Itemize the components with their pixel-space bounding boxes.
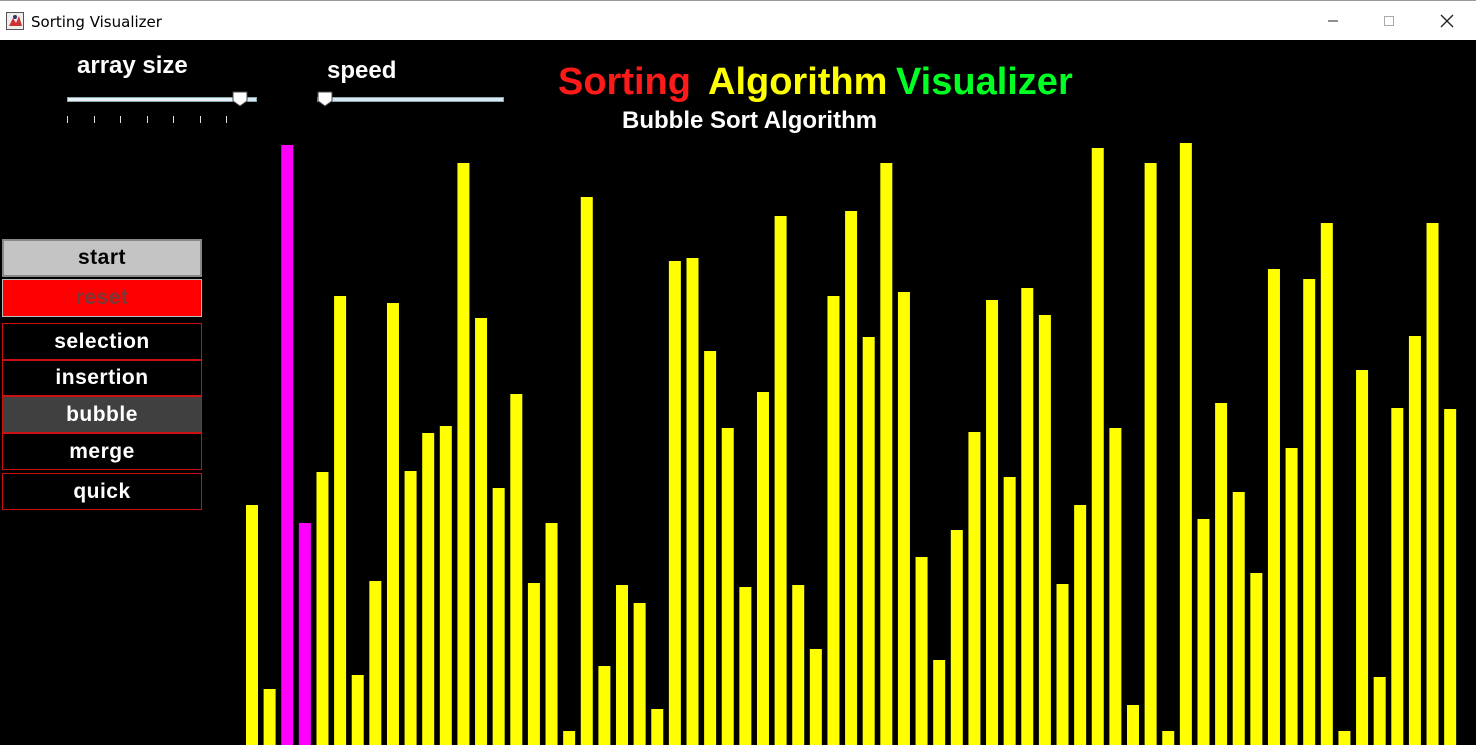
array-size-slider-fill xyxy=(68,98,242,101)
array-size-tick xyxy=(67,116,68,123)
minimize-button[interactable] xyxy=(1310,1,1356,41)
selection-sort-button[interactable]: selection xyxy=(2,323,202,360)
algorithm-subtitle: Bubble Sort Algorithm xyxy=(622,107,878,134)
array-size-label: array size xyxy=(77,52,188,79)
array-size-tick xyxy=(93,116,95,123)
heading-sorting: Sorting xyxy=(558,61,691,103)
array-size-tick xyxy=(173,116,174,123)
window-titlebar: Sorting Visualizer xyxy=(0,0,1476,40)
maximize-button[interactable] xyxy=(1366,1,1412,41)
array-size-tick xyxy=(120,116,121,123)
java-app-icon xyxy=(6,12,24,30)
merge-sort-button[interactable]: merge xyxy=(2,433,202,470)
array-size-tick xyxy=(199,116,201,123)
array-size-slider-thumb[interactable] xyxy=(232,91,248,107)
array-size-slider[interactable] xyxy=(67,97,257,102)
start-button[interactable]: start xyxy=(2,239,202,277)
heading-algorithm: Algorithm xyxy=(708,61,888,103)
close-button[interactable] xyxy=(1424,1,1470,41)
speed-slider-thumb[interactable] xyxy=(317,91,333,107)
window-title: Sorting Visualizer xyxy=(31,13,162,31)
visualizer-canvas xyxy=(0,40,1476,745)
array-size-tick xyxy=(226,116,227,123)
array-size-tick xyxy=(146,116,148,123)
quick-sort-button[interactable]: quick xyxy=(2,473,202,510)
speed-slider[interactable] xyxy=(317,97,504,102)
minimize-icon xyxy=(1328,20,1338,22)
bubble-sort-button[interactable]: bubble xyxy=(2,396,202,433)
reset-button[interactable]: reset xyxy=(2,279,202,317)
close-icon xyxy=(1440,14,1454,28)
heading-visualizer: Visualizer xyxy=(896,61,1073,103)
maximize-icon xyxy=(1384,16,1394,26)
insertion-sort-button[interactable]: insertion xyxy=(2,360,202,396)
speed-label: speed xyxy=(327,57,397,84)
